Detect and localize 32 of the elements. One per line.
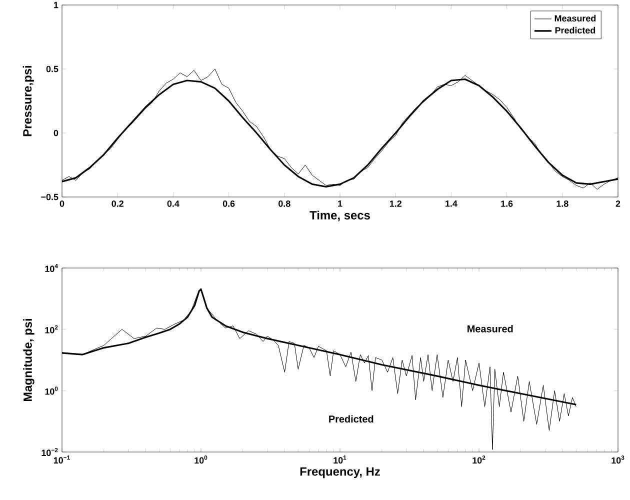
- x-tick-label: 2: [616, 200, 620, 207]
- x-tick-label: 0.4: [167, 200, 180, 207]
- x-tick-label: 0.8: [278, 200, 290, 207]
- y-tick-label: 0: [54, 130, 58, 136]
- x-axis-title: Time, secs: [310, 210, 370, 222]
- annotation: Measured: [468, 325, 513, 332]
- y-axis-title: Pressure,psi: [22, 66, 34, 136]
- x-tick-label: 1.4: [446, 200, 458, 207]
- x-tick-label: 10$^{−1}$: [54, 456, 70, 464]
- x-tick-label: 10$^{3}$: [612, 456, 624, 464]
- y-tick-label: 10$^{2}$: [45, 325, 58, 334]
- x-tick-label: 0.2: [112, 200, 124, 207]
- x-tick-label: 0: [60, 200, 64, 207]
- x-tick-label: 1.2: [390, 200, 402, 207]
- x-tick-label: 1.8: [556, 200, 568, 207]
- annotation: Predicted: [329, 415, 374, 423]
- y-tick-label: 10$^{−2}$: [42, 448, 58, 456]
- y-axis-title: Magnitude, psi: [23, 319, 34, 402]
- y-tick-label: 0.5: [46, 66, 58, 72]
- y-tick-label: 1: [54, 2, 58, 8]
- y-tick-label: 10$^{4}$: [45, 264, 58, 272]
- legend-label: Predicted: [555, 26, 596, 34]
- x-tick-label: 1.6: [501, 200, 513, 207]
- x-tick-label: 10$^{1}$: [334, 456, 346, 464]
- x-tick-label: 0.6: [222, 200, 235, 207]
- x-tick-label: 10$^{2}$: [472, 456, 486, 464]
- x-axis-title: Frequency, Hz: [300, 467, 380, 478]
- x-tick-label: 1: [338, 200, 342, 207]
- y-tick-label: 10$^{0}$: [45, 386, 58, 395]
- legend-label: Measured: [554, 14, 596, 22]
- y-tick-label: −0.5: [41, 194, 58, 200]
- x-tick-label: 10$^{0}$: [194, 456, 208, 464]
